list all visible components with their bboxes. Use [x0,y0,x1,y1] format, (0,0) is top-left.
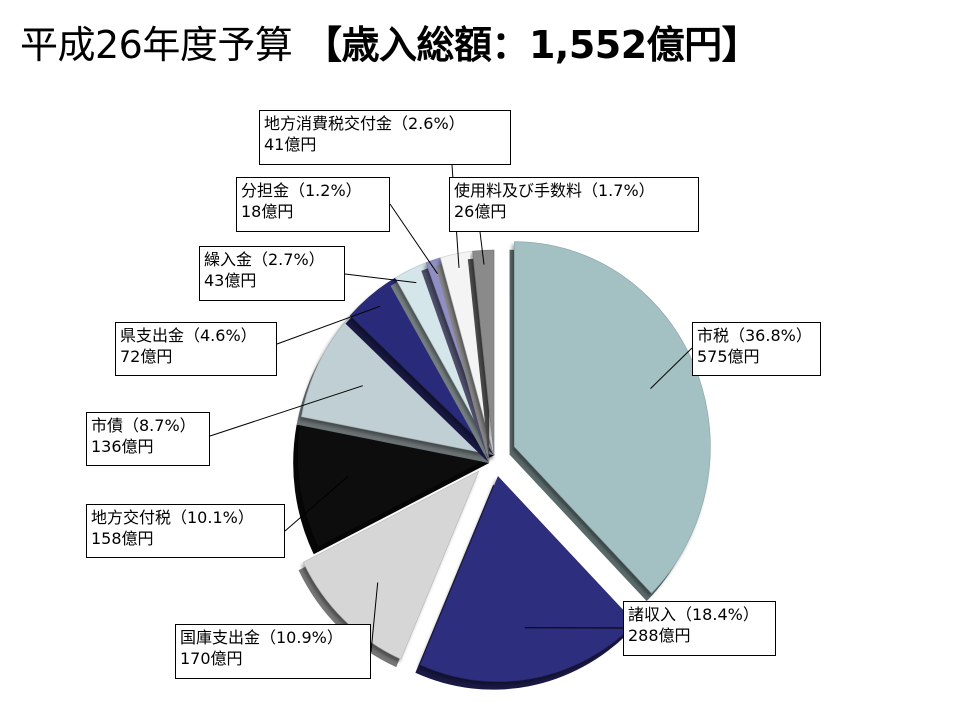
slice-label-buntan: 分担金（1.2%） [241,181,362,200]
slice-value-shiyoryo: 26億円 [454,202,507,221]
slice-label-shohizei: 地方消費税交付金（2.6%） [264,114,465,133]
slice-value-ken: 72億円 [120,347,173,366]
leader-line-6 [276,305,381,345]
pie-slice-side-9 [435,259,490,463]
slice-label-ken: 県支出金（4.6%） [120,326,257,345]
callout-shiyoryo: 使用料及び手数料（1.7%） 26億円 [449,177,699,232]
slice-value-buntan: 18億円 [241,202,294,221]
slice-label-shizei: 市税（36.8%） [697,326,812,345]
callout-ken: 県支出金（4.6%） 72億円 [115,322,277,376]
leader-line-1 [650,347,693,389]
slice-value-kofuzei: 158億円 [91,529,154,548]
pie-slice-side-7 [390,270,490,463]
slice-label-shoshunyu: 諸収入（18.4%） [628,605,759,624]
leader-line-4 [284,475,349,532]
callout-buntan: 分担金（1.2%） 18億円 [236,177,390,232]
page-title: 平成26年度予算 【歳入総額：1,552億円】 [20,22,760,68]
slice-value-kurire: 43億円 [204,271,257,290]
pie-slice-2 [419,476,636,682]
pie-slice-10 [472,249,495,456]
leader-line-3 [370,582,379,653]
callout-shisai: 市債（8.7%） 136億円 [86,412,210,466]
leader-line-7 [344,273,417,284]
callout-shoshunyu: 諸収入（18.4%） 288億円 [623,601,776,656]
slice-label-kokko: 国庫支出金（10.9%） [180,628,343,647]
callout-kurire: 繰入金（2.7%） 43億円 [199,246,345,301]
leader-line-10 [479,231,485,265]
slice-value-kokko: 170億円 [180,649,243,668]
slice-value-shisai: 136億円 [91,437,154,456]
slice-value-shohizei: 41億円 [264,135,317,154]
callout-shizei: 市税（36.8%） 575億円 [692,322,821,376]
pie-slice-side-8 [421,265,490,463]
title-main: 平成26年度予算 [20,23,304,67]
slice-value-shizei: 575億円 [697,347,760,366]
callout-kokko: 国庫支出金（10.9%） 170億円 [175,624,371,679]
callout-shohizei: 地方消費税交付金（2.6%） 41億円 [259,110,511,165]
slice-label-shisai: 市債（8.7%） [91,416,196,435]
slice-label-kurire: 繰入金（2.7%） [204,250,325,269]
slice-label-shiyoryo: 使用料及び手数料（1.7%） [454,181,655,200]
callout-kofuzei: 地方交付税（10.1%） 158億円 [86,504,285,558]
pie-slice-3 [302,470,480,660]
slice-value-shoshunyu: 288億円 [628,626,691,645]
leader-line-8 [389,203,438,274]
leader-line-5 [209,385,363,437]
slice-label-kofuzei: 地方交付税（10.1%） [91,508,254,527]
title-total: 【歳入総額：1,552億円】 [303,23,760,67]
